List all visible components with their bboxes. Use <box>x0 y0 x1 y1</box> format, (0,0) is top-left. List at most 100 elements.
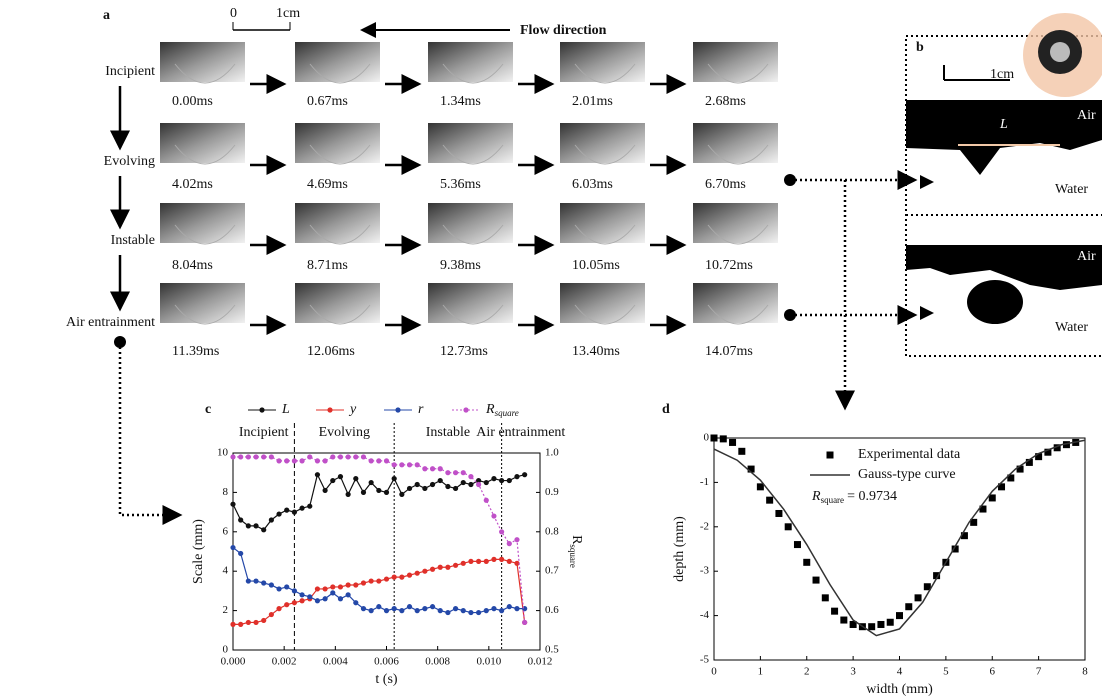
frame-image <box>160 283 245 323</box>
point <box>1035 453 1043 461</box>
frame-image <box>693 203 778 243</box>
point <box>238 454 244 460</box>
point <box>483 608 489 614</box>
point <box>445 564 451 570</box>
point <box>729 438 737 446</box>
frame-image <box>428 203 513 243</box>
point <box>406 462 413 468</box>
point <box>391 476 397 482</box>
point <box>284 602 290 608</box>
y-tick-label: -2 <box>700 520 709 532</box>
y-tick-label: 0 <box>223 644 229 656</box>
point <box>710 434 718 442</box>
frame-image <box>295 203 380 243</box>
time-label: 10.72ms <box>705 258 753 273</box>
point <box>849 620 857 628</box>
row-label: Evolving <box>104 154 155 169</box>
point <box>437 564 443 570</box>
scale-label: 0 <box>230 6 237 21</box>
point <box>376 487 382 494</box>
frame-image <box>693 123 778 163</box>
point <box>491 513 497 519</box>
y-tick-label: 8 <box>223 486 229 498</box>
length-label: L <box>999 117 1008 132</box>
label-main: R <box>811 489 821 504</box>
point <box>506 541 512 547</box>
point <box>979 505 987 513</box>
legend-marker <box>327 407 333 413</box>
point <box>376 604 382 610</box>
interface-outline <box>309 224 371 245</box>
x-axis-label: t (s) <box>375 672 398 687</box>
point <box>414 481 420 488</box>
point <box>322 458 328 464</box>
x-tick-label: 0.010 <box>476 656 501 668</box>
point <box>970 518 978 526</box>
point <box>299 458 305 464</box>
x-tick-label: 1 <box>758 666 764 678</box>
point <box>406 572 413 578</box>
point <box>383 489 390 495</box>
legend-marker <box>826 451 834 459</box>
point <box>299 592 305 598</box>
point <box>230 621 236 627</box>
time-label: 0.00ms <box>172 94 213 109</box>
interface-outline <box>707 144 769 165</box>
y-axis-label: Scale (mm) <box>191 519 206 584</box>
point <box>399 491 405 497</box>
point <box>483 479 489 486</box>
point <box>291 458 297 464</box>
point <box>230 544 236 551</box>
point <box>268 582 274 588</box>
interface-outline <box>707 63 769 84</box>
x-tick-label: 3 <box>850 666 856 678</box>
point <box>268 517 274 523</box>
point <box>491 476 497 482</box>
y2-tick-label: 0.6 <box>545 604 559 616</box>
point <box>368 578 374 584</box>
point <box>506 604 512 610</box>
point <box>314 472 321 478</box>
point <box>468 474 474 480</box>
y2-tick-label: 0.9 <box>545 486 559 498</box>
point <box>345 491 351 497</box>
time-label: 2.68ms <box>705 94 746 109</box>
label-main: R <box>485 402 495 417</box>
point <box>476 609 482 616</box>
annotation-value: = 0.9734 <box>847 489 897 504</box>
interface-outline <box>574 224 636 245</box>
point <box>245 523 251 529</box>
point <box>307 454 313 460</box>
point <box>476 481 482 488</box>
time-label: 14.07ms <box>705 344 753 359</box>
point <box>988 494 996 502</box>
point <box>314 458 321 464</box>
time-label: 12.73ms <box>440 344 488 359</box>
point <box>261 527 267 533</box>
point <box>337 596 344 602</box>
point <box>307 594 313 600</box>
frame-image <box>295 123 380 163</box>
point <box>775 509 783 517</box>
point <box>353 454 359 460</box>
interface-outline <box>707 304 769 325</box>
point <box>276 458 282 464</box>
flow-arrow <box>232 22 510 38</box>
point <box>831 607 839 615</box>
point <box>998 483 1006 491</box>
point <box>414 570 420 576</box>
point <box>291 600 297 606</box>
time-label: 1.34ms <box>440 94 481 109</box>
frame-image <box>295 283 380 323</box>
point <box>499 529 505 535</box>
point <box>253 578 259 584</box>
point <box>399 608 405 614</box>
panel-b-frame <box>905 13 1102 357</box>
point <box>905 603 913 611</box>
point <box>1044 448 1052 456</box>
point <box>499 477 505 484</box>
interface-outline <box>309 144 371 165</box>
point <box>322 596 328 602</box>
point <box>514 606 520 612</box>
y-axis-label: depth (mm) <box>672 516 687 582</box>
